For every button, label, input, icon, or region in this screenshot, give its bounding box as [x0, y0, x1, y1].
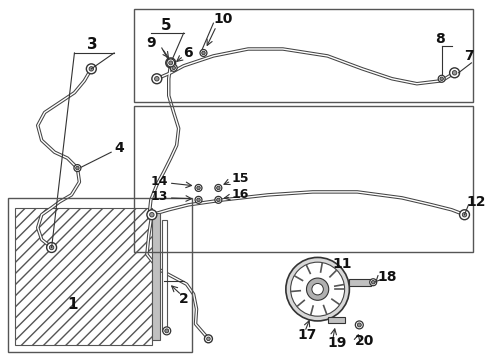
Circle shape — [459, 210, 468, 220]
Circle shape — [204, 335, 212, 343]
Bar — [152, 213, 160, 340]
Bar — [134, 9, 472, 102]
Text: 9: 9 — [145, 36, 155, 50]
Text: 5: 5 — [161, 18, 171, 33]
Circle shape — [448, 68, 459, 78]
Circle shape — [357, 323, 361, 327]
Circle shape — [196, 198, 200, 202]
Circle shape — [439, 77, 443, 81]
Bar — [327, 317, 345, 323]
Bar — [15, 208, 152, 345]
Circle shape — [285, 257, 348, 321]
Circle shape — [74, 165, 81, 172]
Circle shape — [311, 283, 323, 295]
Circle shape — [89, 67, 93, 71]
Text: 1: 1 — [67, 297, 78, 311]
Text: 14: 14 — [151, 175, 168, 189]
Text: 4: 4 — [114, 141, 123, 155]
Bar — [8, 198, 191, 352]
Circle shape — [168, 60, 173, 65]
Text: 2: 2 — [178, 292, 188, 306]
Circle shape — [149, 212, 154, 217]
Circle shape — [195, 184, 202, 192]
Circle shape — [195, 196, 202, 203]
Text: 18: 18 — [376, 270, 396, 284]
Circle shape — [355, 321, 363, 329]
Circle shape — [154, 77, 159, 81]
Circle shape — [461, 212, 466, 217]
Circle shape — [216, 186, 220, 190]
Circle shape — [146, 210, 157, 220]
Circle shape — [306, 278, 328, 300]
Bar — [348, 279, 370, 286]
Text: 20: 20 — [355, 334, 374, 348]
Text: 7: 7 — [464, 49, 473, 63]
Circle shape — [371, 280, 374, 284]
Bar — [134, 105, 472, 252]
Circle shape — [214, 184, 222, 192]
Text: 6: 6 — [183, 46, 193, 60]
Text: 8: 8 — [434, 32, 444, 46]
Text: 13: 13 — [151, 190, 168, 203]
Circle shape — [170, 64, 177, 71]
Text: 19: 19 — [327, 336, 346, 350]
Circle shape — [152, 74, 162, 84]
Circle shape — [172, 66, 175, 69]
Circle shape — [437, 75, 444, 82]
Text: 16: 16 — [231, 188, 248, 201]
Circle shape — [49, 245, 54, 250]
Circle shape — [163, 327, 170, 335]
Circle shape — [214, 196, 222, 203]
Circle shape — [202, 51, 205, 55]
Circle shape — [206, 337, 210, 341]
Text: 3: 3 — [87, 36, 98, 51]
Circle shape — [168, 61, 172, 65]
Circle shape — [216, 198, 220, 202]
Circle shape — [166, 59, 174, 67]
Circle shape — [451, 71, 456, 75]
Bar — [162, 220, 166, 331]
Circle shape — [369, 279, 376, 286]
Circle shape — [196, 186, 200, 190]
Circle shape — [200, 49, 206, 57]
Circle shape — [86, 64, 96, 74]
Circle shape — [76, 166, 79, 170]
Text: 12: 12 — [466, 195, 485, 209]
Circle shape — [164, 329, 168, 333]
Text: 15: 15 — [231, 171, 248, 185]
Text: 10: 10 — [213, 12, 232, 26]
Circle shape — [46, 243, 57, 252]
Text: 17: 17 — [297, 328, 317, 342]
Circle shape — [290, 262, 344, 316]
Circle shape — [165, 58, 175, 68]
Text: 11: 11 — [332, 257, 351, 271]
